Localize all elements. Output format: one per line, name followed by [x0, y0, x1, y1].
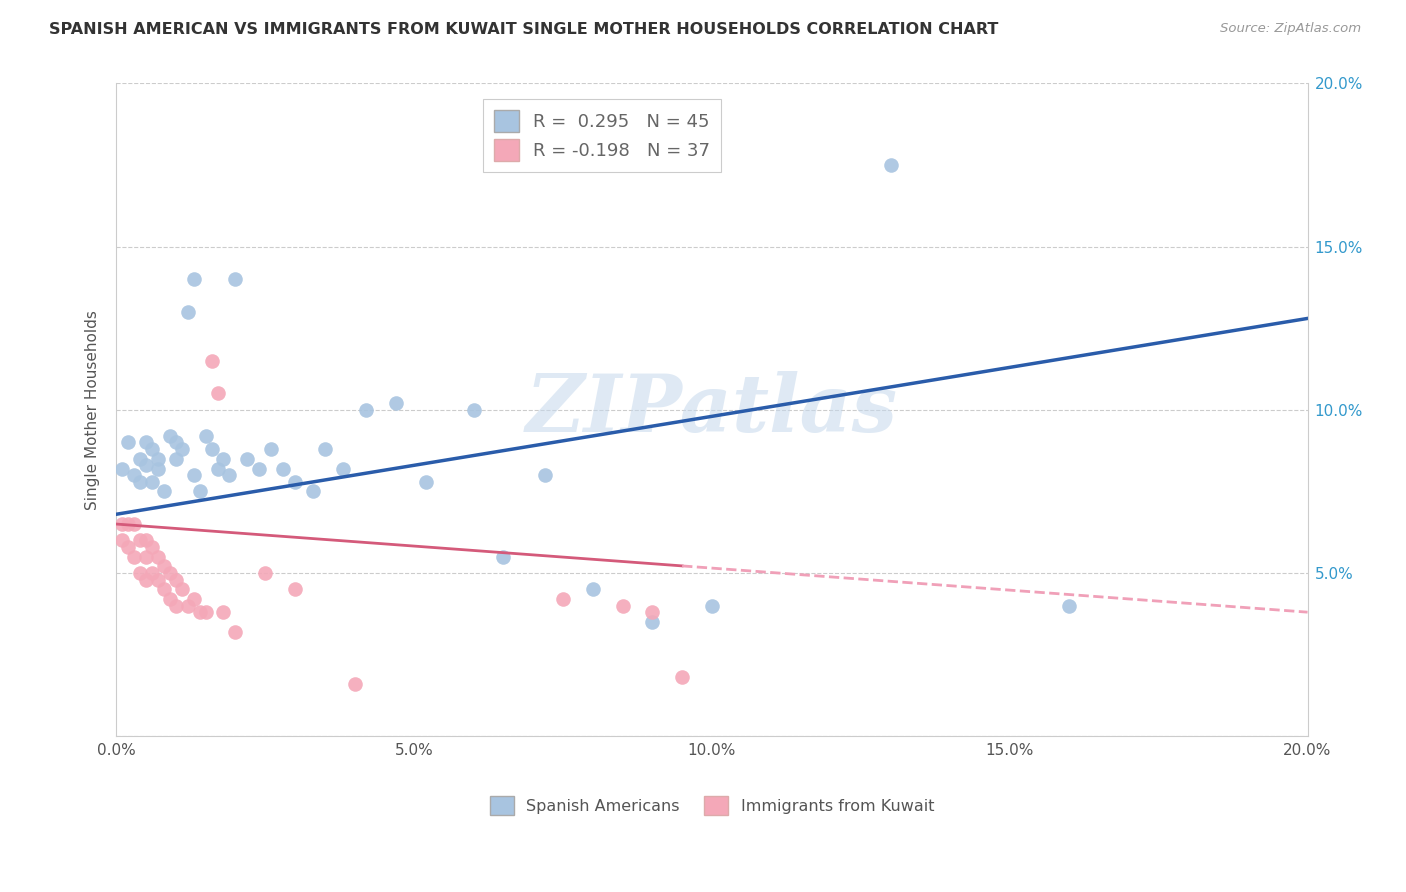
Point: [385, 396, 408, 410]
Point: [122, 549, 145, 564]
Point: [641, 615, 664, 629]
Point: [165, 451, 187, 466]
Point: [224, 272, 246, 286]
Point: [111, 461, 134, 475]
Point: [146, 451, 169, 466]
Point: [135, 458, 157, 473]
Point: [170, 442, 193, 456]
Point: [165, 435, 187, 450]
Point: [117, 540, 139, 554]
Point: [153, 582, 176, 597]
Point: [153, 559, 176, 574]
Point: [301, 484, 323, 499]
Point: [212, 605, 235, 619]
Point: [141, 540, 163, 554]
Point: [700, 599, 723, 613]
Point: [188, 484, 211, 499]
Point: [129, 475, 152, 489]
Point: [1059, 599, 1081, 613]
Point: [159, 592, 181, 607]
Point: [141, 475, 163, 489]
Point: [271, 461, 294, 475]
Point: [236, 451, 259, 466]
Point: [551, 592, 574, 607]
Point: [129, 566, 152, 580]
Point: [141, 442, 163, 456]
Point: [165, 599, 187, 613]
Point: [200, 354, 222, 368]
Point: [129, 451, 152, 466]
Point: [284, 582, 307, 597]
Point: [117, 435, 139, 450]
Point: [183, 592, 205, 607]
Point: [260, 442, 283, 456]
Point: [122, 468, 145, 483]
Point: [534, 468, 557, 483]
Point: [177, 599, 200, 613]
Point: [212, 451, 235, 466]
Point: [165, 573, 187, 587]
Point: [671, 670, 693, 684]
Point: [135, 533, 157, 548]
Point: [135, 435, 157, 450]
Text: ZIPatlas: ZIPatlas: [526, 371, 898, 449]
Point: [284, 475, 307, 489]
Y-axis label: Single Mother Households: Single Mother Households: [86, 310, 100, 509]
Point: [117, 516, 139, 531]
Point: [159, 429, 181, 443]
Point: [194, 429, 217, 443]
Legend: Spanish Americans, Immigrants from Kuwait: Spanish Americans, Immigrants from Kuwai…: [484, 790, 941, 822]
Point: [111, 533, 134, 548]
Point: [254, 566, 277, 580]
Point: [415, 475, 437, 489]
Point: [170, 582, 193, 597]
Point: [463, 402, 485, 417]
Point: [492, 549, 515, 564]
Point: [141, 566, 163, 580]
Point: [194, 605, 217, 619]
Point: [879, 158, 901, 172]
Point: [129, 533, 152, 548]
Point: [146, 573, 169, 587]
Point: [200, 442, 222, 456]
Point: [135, 549, 157, 564]
Point: [111, 516, 134, 531]
Point: [122, 516, 145, 531]
Point: [159, 566, 181, 580]
Point: [177, 305, 200, 319]
Point: [332, 461, 354, 475]
Text: Source: ZipAtlas.com: Source: ZipAtlas.com: [1220, 22, 1361, 36]
Point: [188, 605, 211, 619]
Point: [218, 468, 240, 483]
Text: SPANISH AMERICAN VS IMMIGRANTS FROM KUWAIT SINGLE MOTHER HOUSEHOLDS CORRELATION : SPANISH AMERICAN VS IMMIGRANTS FROM KUWA…: [49, 22, 998, 37]
Point: [183, 468, 205, 483]
Point: [247, 461, 270, 475]
Point: [146, 549, 169, 564]
Point: [314, 442, 336, 456]
Point: [153, 484, 176, 499]
Point: [612, 599, 634, 613]
Point: [146, 461, 169, 475]
Point: [224, 624, 246, 639]
Point: [135, 573, 157, 587]
Point: [641, 605, 664, 619]
Point: [356, 402, 378, 417]
Point: [343, 677, 366, 691]
Point: [207, 461, 229, 475]
Point: [183, 272, 205, 286]
Point: [207, 386, 229, 401]
Point: [582, 582, 605, 597]
